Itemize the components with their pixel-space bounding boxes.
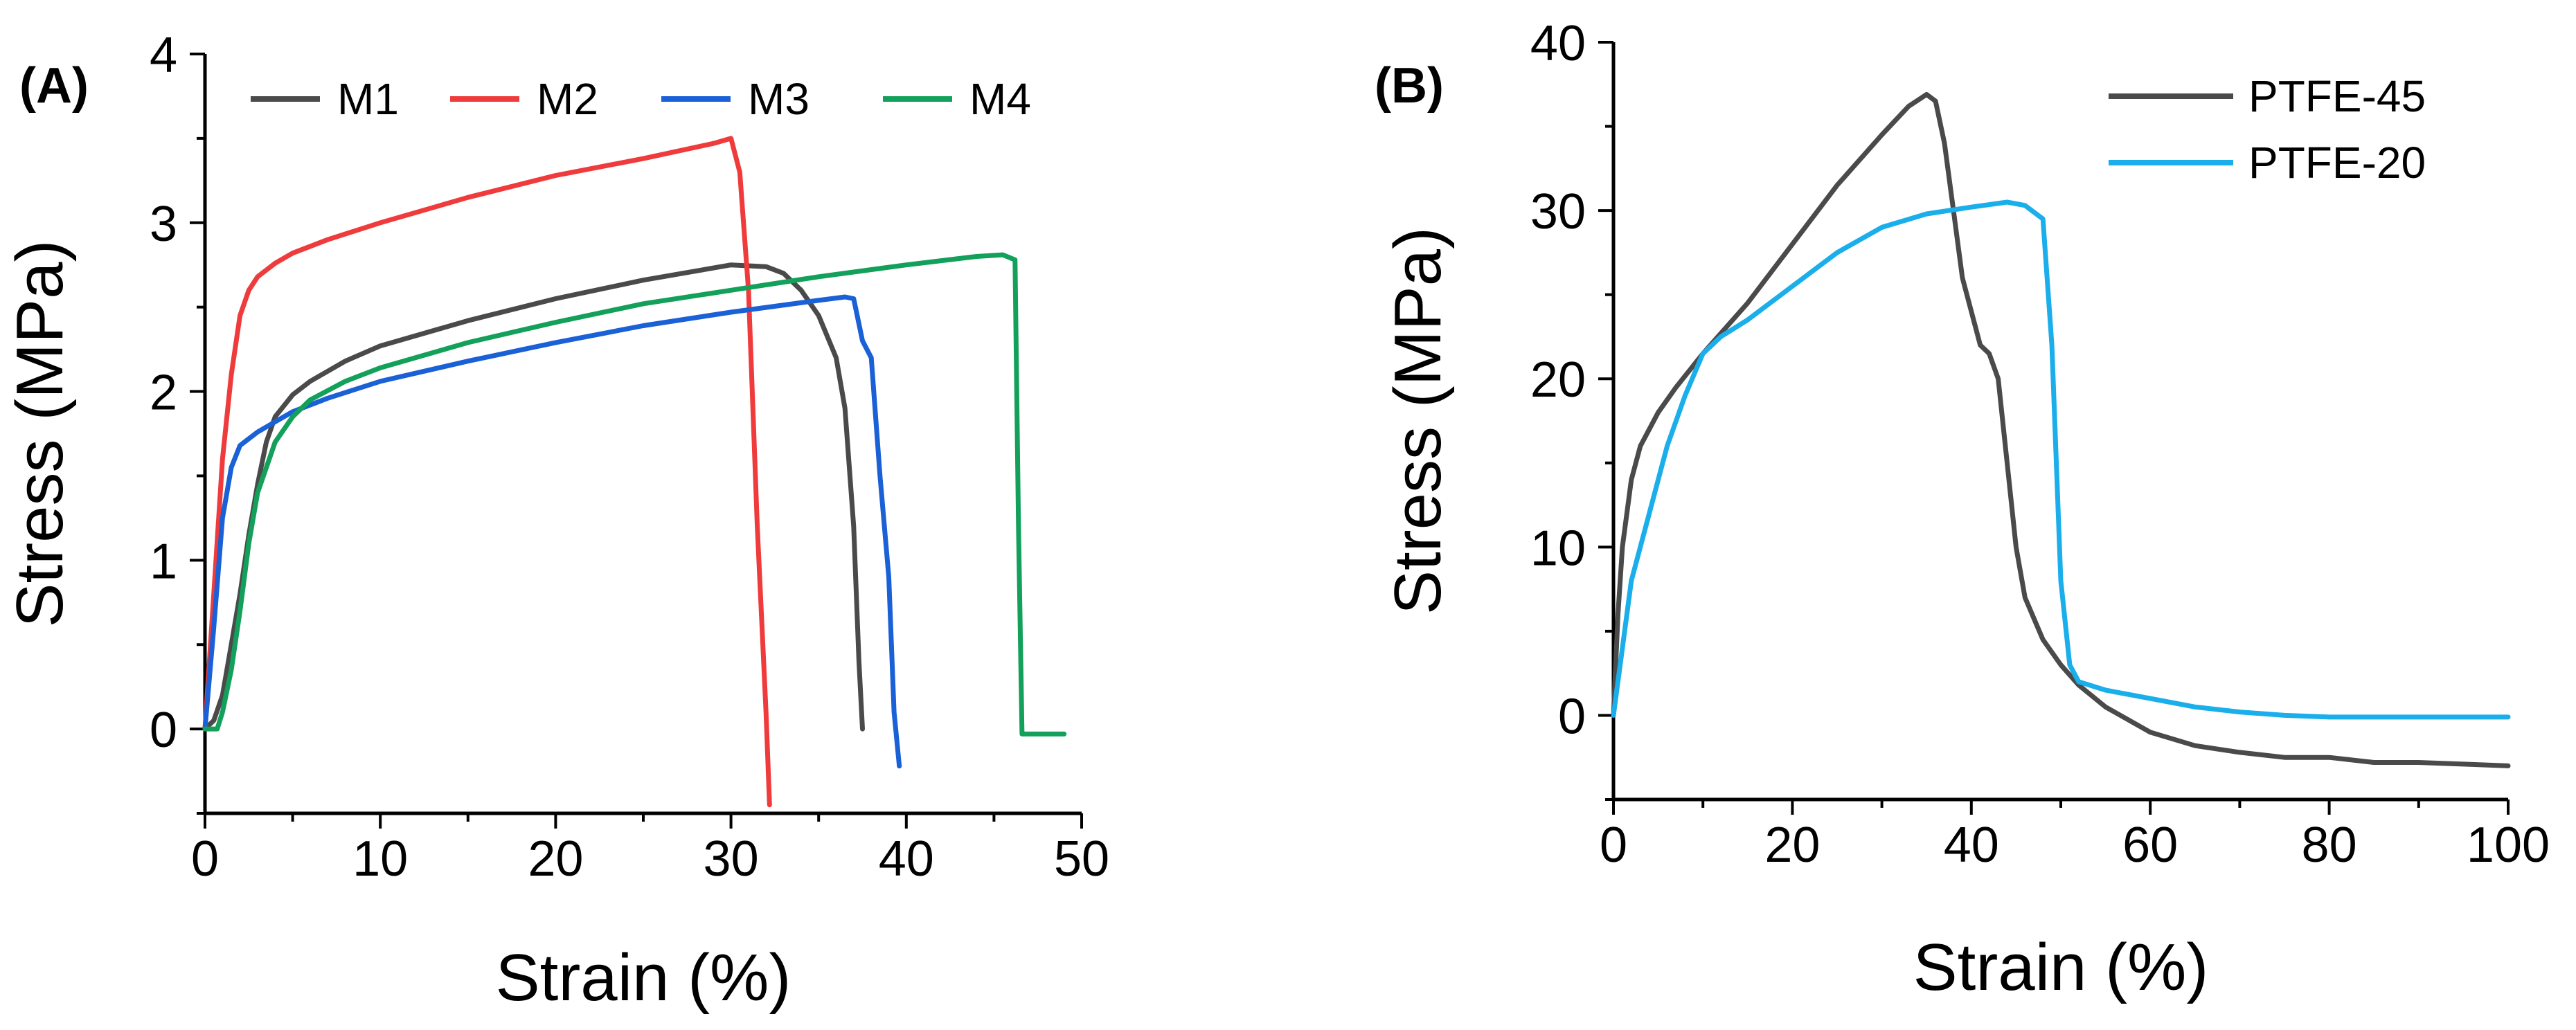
panel-label-b: (B) xyxy=(1375,58,1444,114)
series-line-m2 xyxy=(202,136,772,808)
legend-label-m2: M2 xyxy=(537,74,598,124)
y-tick-label-b: 20 xyxy=(1530,352,1586,408)
x-tick-label-a: 0 xyxy=(191,831,219,887)
x-tick-label-a: 10 xyxy=(352,831,408,887)
y-tick-label-a: 1 xyxy=(150,534,177,589)
legend-label-m3: M3 xyxy=(748,74,810,124)
series-line-ptfe-20 xyxy=(1611,199,2511,720)
y-tick-label-b: 10 xyxy=(1530,521,1586,576)
series-line-ptfe-45 xyxy=(1611,91,2511,768)
x-tick-label-a: 20 xyxy=(528,831,583,887)
x-tick-label-b: 0 xyxy=(1600,817,1627,873)
y-tick-label-b: 30 xyxy=(1530,184,1586,240)
x-tick-label-a: 50 xyxy=(1054,831,1109,887)
y-tick-label-b: 0 xyxy=(1558,689,1586,744)
x-tick-label-a: 30 xyxy=(704,831,759,887)
y-tick-label-a: 2 xyxy=(150,365,177,421)
panel-b: (B) 0 20 40 60 80 100 0 10 20 30 40 Strain (%) Stress… xyxy=(1375,16,2550,1004)
y-axis-title-a: Stress (MPa) xyxy=(3,240,77,627)
y-tick-label-a: 3 xyxy=(150,197,177,252)
series-line-m4 xyxy=(202,252,1067,737)
x-tick-label-a: 40 xyxy=(879,831,934,887)
x-axis-title-a: Strain (%) xyxy=(496,941,791,1015)
x-tick-label-b: 80 xyxy=(2302,817,2357,873)
x-tick-label-b: 40 xyxy=(1944,817,1999,873)
y-tick-label-b: 40 xyxy=(1530,16,1586,71)
x-axis-title-b: Strain (%) xyxy=(1913,930,2209,1004)
x-tick-label-b: 20 xyxy=(1764,817,1820,873)
x-tick-label-b: 100 xyxy=(2467,817,2550,873)
legend-label-ptfe-20: PTFE-20 xyxy=(2248,138,2426,188)
legend-label-m4: M4 xyxy=(969,74,1031,124)
y-tick-label-a: 0 xyxy=(150,703,177,758)
series-line-m3 xyxy=(202,294,902,769)
y-tick-label-a: 4 xyxy=(150,28,177,83)
panel-a: (A) 0 10 20 30 40 50 0 1 2 3 4 Strain (%) Stress (MPa… xyxy=(3,28,1109,1015)
y-axis-title-b: Stress (MPa) xyxy=(1381,227,1455,615)
legend-label-m1: M1 xyxy=(337,74,399,124)
x-tick-label-b: 60 xyxy=(2122,817,2178,873)
panel-label-a: (A) xyxy=(19,58,89,114)
legend-label-ptfe-45: PTFE-45 xyxy=(2248,71,2426,121)
